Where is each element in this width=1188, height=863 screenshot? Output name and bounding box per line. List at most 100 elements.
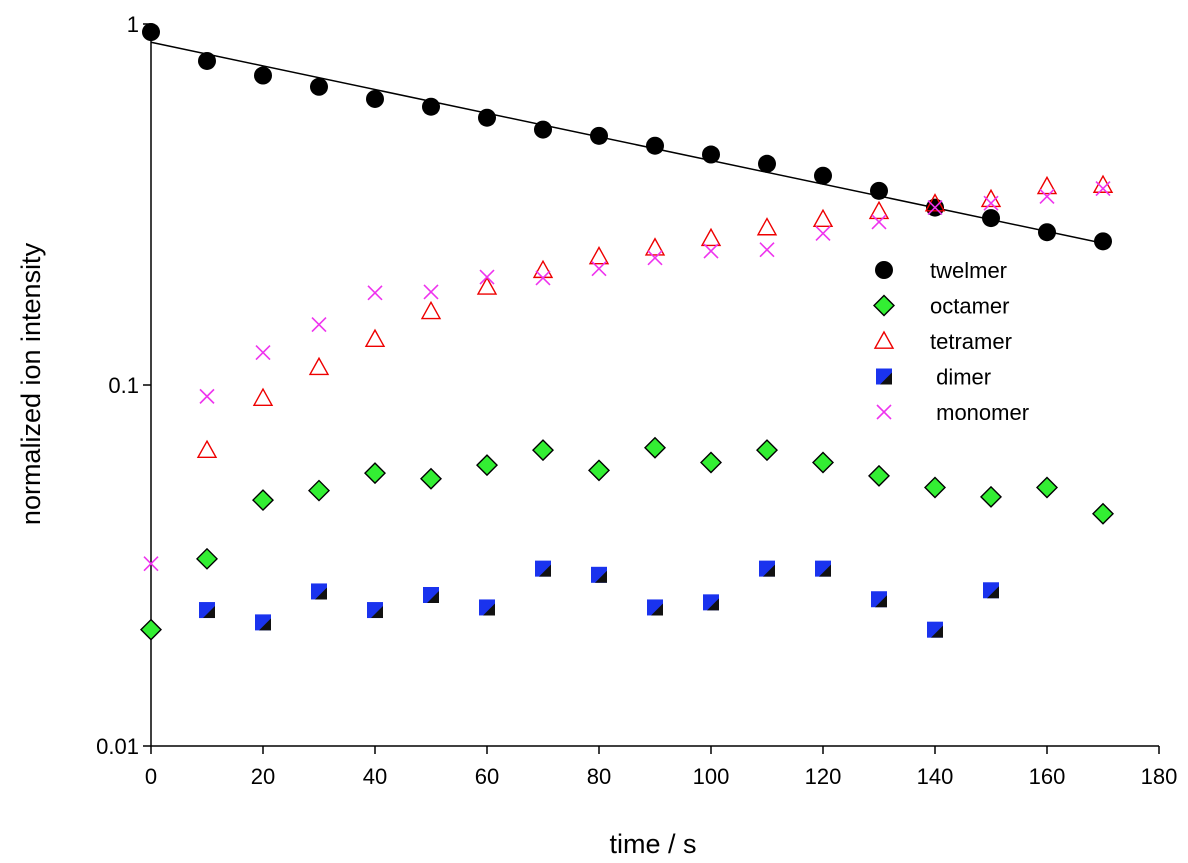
data-point [311, 317, 327, 333]
data-point [644, 436, 666, 459]
legend-item: twelmer [875, 258, 1007, 283]
data-point [255, 344, 271, 361]
data-point [756, 217, 778, 236]
data-point [311, 583, 327, 600]
y-tick-label: 0.1 [108, 373, 139, 398]
data-point [535, 270, 551, 286]
data-point [366, 89, 384, 108]
data-point [143, 556, 159, 572]
y-tick-label: 1 [127, 12, 139, 37]
legend-label: dimer [930, 365, 991, 390]
data-point [534, 120, 552, 139]
x-tick-label: 60 [475, 764, 499, 789]
data-point [644, 237, 666, 256]
data-point [308, 356, 330, 376]
data-point [367, 285, 383, 301]
data-point [815, 560, 831, 577]
data-point [703, 594, 719, 611]
data-point [1036, 476, 1058, 499]
data-point [422, 97, 440, 116]
data-points [140, 23, 1114, 641]
series-twelmer [142, 23, 1112, 251]
data-point [535, 560, 551, 577]
data-point [868, 464, 890, 487]
data-point [1036, 175, 1058, 195]
x-tick-label: 0 [145, 764, 157, 789]
x-tick-label: 80 [587, 764, 611, 789]
data-point [196, 439, 218, 459]
data-point [479, 269, 495, 285]
data-point [308, 479, 330, 502]
data-point [591, 261, 607, 277]
data-point [927, 200, 943, 216]
data-point [927, 621, 943, 638]
data-point [759, 560, 775, 577]
data-point [814, 166, 832, 185]
data-point [700, 451, 722, 474]
data-point [140, 618, 162, 641]
data-point [420, 467, 442, 490]
data-point [199, 602, 215, 619]
data-point [532, 439, 554, 462]
data-point [1039, 188, 1055, 204]
data-point [476, 454, 498, 477]
data-point [591, 566, 607, 583]
data-point [588, 246, 610, 265]
data-point [252, 387, 274, 406]
data-point [478, 108, 496, 127]
data-point [870, 181, 888, 200]
data-point [196, 547, 218, 570]
data-point [198, 51, 216, 70]
data-point [423, 586, 439, 603]
y-tick-label: 0.01 [96, 734, 139, 759]
data-point [532, 259, 554, 279]
data-point [252, 489, 274, 512]
y-axis-title: normalized ion intensity [16, 242, 46, 525]
data-point [980, 485, 1002, 508]
legend-label: twelmer [930, 258, 1007, 283]
data-point [647, 250, 663, 266]
data-point [812, 451, 834, 474]
legend-marker [875, 261, 893, 279]
data-point [647, 599, 663, 616]
data-point [1092, 502, 1114, 525]
data-point [1092, 174, 1114, 193]
data-point [815, 225, 831, 241]
legend-marker [873, 294, 895, 317]
data-point [924, 476, 946, 499]
data-point [423, 284, 439, 300]
data-point [142, 23, 160, 42]
data-point [982, 209, 1000, 228]
data-point [868, 200, 890, 220]
legend-label: tetramer [930, 329, 1012, 354]
data-point [756, 439, 778, 462]
data-point [871, 591, 887, 608]
legend-item: octamer [873, 294, 1009, 319]
data-point [476, 276, 498, 295]
data-point [1094, 232, 1112, 251]
data-point [983, 195, 999, 211]
data-point [479, 599, 495, 616]
data-point [871, 214, 887, 230]
data-point [310, 77, 328, 96]
legend-marker [873, 330, 895, 349]
data-point [700, 227, 722, 247]
data-point [199, 388, 215, 404]
data-point [367, 602, 383, 619]
data-point [983, 582, 999, 599]
data-point [812, 208, 834, 228]
x-tick-label: 180 [1141, 764, 1178, 789]
data-point [590, 126, 608, 145]
legend-label: octamer [930, 294, 1009, 319]
legend: twelmer octamer tetramer dimer monomer [873, 258, 1029, 425]
legend-item: dimer [876, 365, 991, 390]
x-tick-label: 160 [1029, 764, 1066, 789]
x-tick-label: 100 [693, 764, 730, 789]
fit-line-layer [150, 41, 1104, 244]
series-octamer [140, 436, 1114, 641]
data-point [254, 66, 272, 85]
data-point [702, 145, 720, 164]
data-point [1038, 223, 1056, 242]
series-dimer [199, 560, 999, 638]
